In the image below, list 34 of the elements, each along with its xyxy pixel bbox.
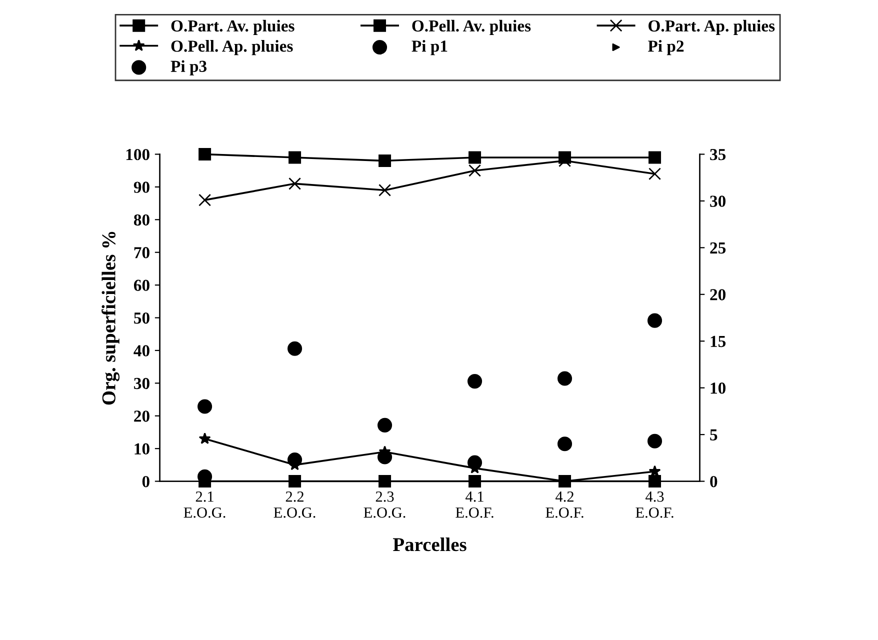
y-tick-label: 80 xyxy=(134,214,150,226)
y-tick-label: 50 xyxy=(134,312,150,324)
y2-tick-label: 15 xyxy=(710,336,726,348)
legend-label: O.Part. Ap. pluies xyxy=(648,20,775,35)
y2-tick-label: 20 xyxy=(710,289,726,300)
legend-label: O.Pell. Av. pluies xyxy=(412,20,531,35)
y-tick-label: 30 xyxy=(134,378,150,390)
x-tick-label: 4.3 E.O.F. xyxy=(636,491,674,518)
y2-tick-label: 5 xyxy=(710,429,718,441)
y-tick-label: 70 xyxy=(134,247,150,258)
y-axis-title: Org. superficielles % xyxy=(102,232,120,405)
x-tick-label: 2.1 E.O.G. xyxy=(184,491,226,518)
x-tick-label: 4.2 E.O.F. xyxy=(546,491,584,518)
x-tick-label: 2.2 E.O.G. xyxy=(274,491,316,518)
y-tick-label: 0 xyxy=(142,476,150,488)
legend-label: O.Part. Av. pluies xyxy=(171,20,294,35)
y-tick-label: 100 xyxy=(126,148,150,160)
y-tick-label: 90 xyxy=(134,182,150,193)
legend-label: Pi p3 xyxy=(170,60,207,76)
y2-tick-label: 30 xyxy=(710,196,726,207)
y2-tick-label: 25 xyxy=(710,242,726,254)
legend-label: Pi p1 xyxy=(412,40,448,56)
x-tick-label: 4.1 E.O.F. xyxy=(456,492,494,518)
x-axis-title: Parcelles xyxy=(393,538,466,552)
x-tick-label: 2.3 E.O.G. xyxy=(364,491,406,518)
y2-tick-label: 10 xyxy=(710,382,726,394)
y-tick-label: 60 xyxy=(134,280,150,292)
legend-label: O.Pell. Ap. pluies xyxy=(171,40,293,56)
y2-tick-label: 0 xyxy=(710,476,718,488)
legend-label: Pi p2 xyxy=(648,40,684,56)
y-tick-label: 20 xyxy=(134,410,150,422)
y-tick-label: 10 xyxy=(134,443,150,455)
y2-tick-label: 35 xyxy=(710,148,726,160)
y-tick-label: 40 xyxy=(134,345,150,356)
